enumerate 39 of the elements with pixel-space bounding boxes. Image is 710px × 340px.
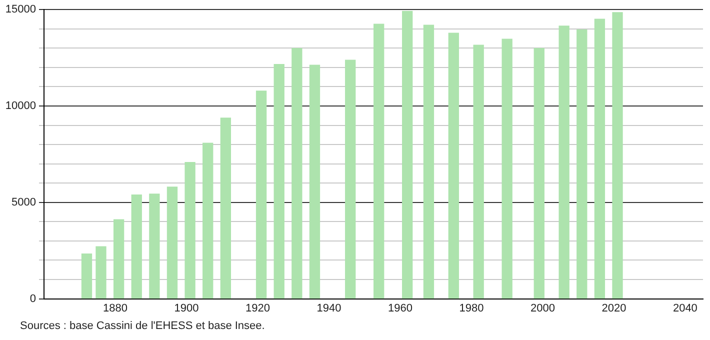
bar	[292, 48, 302, 299]
bar	[402, 10, 413, 299]
x-tick-label: 1880	[103, 302, 128, 314]
x-tick-label: 1920	[245, 302, 270, 314]
source-note: Sources : base Cassini de l'EHESS et base Insee.	[20, 320, 265, 332]
x-tick-label: 1940	[316, 302, 342, 314]
bar	[594, 18, 606, 299]
bar	[309, 64, 320, 299]
bar	[220, 118, 231, 299]
bar	[274, 64, 284, 299]
y-tick-label: 5000	[12, 196, 36, 208]
bar	[113, 219, 124, 299]
bar	[345, 60, 356, 299]
x-tick-label: 1900	[174, 302, 199, 314]
y-tick-label: 0	[30, 292, 36, 305]
x-tick-label: 1960	[388, 302, 412, 314]
bar	[448, 32, 459, 299]
bar	[96, 246, 106, 299]
bar	[534, 48, 544, 299]
bar	[81, 254, 92, 299]
x-tick-label: 2040	[672, 302, 698, 314]
bar	[256, 90, 267, 299]
x-tick-label: 1980	[459, 302, 484, 314]
y-tick-label: 15000	[5, 4, 36, 16]
bar	[166, 186, 178, 299]
bar	[558, 26, 570, 299]
bar	[131, 194, 142, 299]
bar	[502, 38, 512, 299]
bar	[374, 24, 384, 299]
bar	[423, 24, 434, 299]
bar	[202, 142, 214, 299]
x-tick-label: 2020	[602, 302, 626, 314]
y-tick-label: 10000	[5, 100, 36, 112]
bar	[612, 12, 623, 299]
bar	[576, 29, 588, 299]
bar	[149, 194, 160, 299]
x-tick-label: 2000	[530, 302, 555, 314]
bar	[473, 44, 484, 299]
bar	[184, 162, 196, 299]
